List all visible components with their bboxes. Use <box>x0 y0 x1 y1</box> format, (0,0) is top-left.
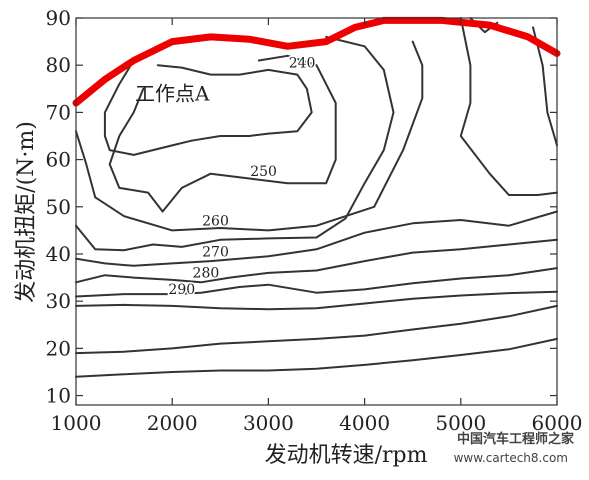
y-tick-label-80: 80 <box>46 53 71 77</box>
y-axis-title: 发动机扭矩/(N·m) <box>14 121 39 303</box>
x-tick-label-1000: 1000 <box>51 411 102 435</box>
contour-line-270 <box>75 210 558 267</box>
x-tick-label-6000: 6000 <box>532 411 583 435</box>
watermark-line2: www.cartech8.com <box>454 451 568 465</box>
contour-label-270: 270 <box>202 244 229 260</box>
y-tick-label-30: 30 <box>46 289 71 313</box>
annotations: 工作点A <box>135 82 210 106</box>
y-tick-label-70: 70 <box>46 100 71 124</box>
contour-label-260: 260 <box>202 214 229 230</box>
contour-line-260 <box>75 35 395 252</box>
plot-frame <box>75 17 558 406</box>
contour-line-unlabeled-0 <box>75 337 558 378</box>
contour-line-280 <box>75 238 558 284</box>
x-tick-label-4000: 4000 <box>339 411 390 435</box>
x-axis-ticks: 1000 2000 3000 4000 5000 6000 <box>51 18 583 435</box>
y-axis-ticks: 10 20 30 40 50 60 70 80 90 <box>46 6 557 408</box>
max-torque-curve <box>72 16 561 107</box>
contour-line-290 <box>75 267 558 298</box>
x-axis-title: 发动机转速/rpm <box>265 443 428 468</box>
contour-label-280: 280 <box>193 266 220 282</box>
x-tick-label-2000: 2000 <box>147 411 198 435</box>
y-tick-label-20: 20 <box>46 336 71 360</box>
x-tick-label-3000: 3000 <box>243 411 294 435</box>
max-torque-boundary <box>72 16 561 107</box>
contour-label-240: 240 <box>289 56 316 72</box>
contour-line-unlabeled-2 <box>75 290 558 311</box>
contour-line-unlabeled-9 <box>75 40 424 232</box>
y-tick-label-40: 40 <box>46 242 71 266</box>
contour-line-unlabeled-10 <box>459 17 558 196</box>
x-tick-label-5000: 5000 <box>435 411 486 435</box>
contour-line-240 <box>103 59 313 156</box>
annotation-operating-point: 工作点A <box>135 82 210 106</box>
contour-line-250 <box>108 54 337 213</box>
y-tick-label-60: 60 <box>46 148 71 172</box>
contour-label-250: 250 <box>250 164 277 180</box>
watermark: 中国汽车工程师之家 www.cartech8.com <box>454 431 575 465</box>
y-tick-label-50: 50 <box>46 195 71 219</box>
contour-label-290: 290 <box>168 282 195 298</box>
y-tick-label-90: 90 <box>46 6 71 30</box>
watermark-line1: 中国汽车工程师之家 <box>457 431 575 447</box>
contour-lines <box>75 17 558 378</box>
contour-line-unlabeled-1 <box>75 304 558 355</box>
y-tick-label-10: 10 <box>46 384 71 408</box>
